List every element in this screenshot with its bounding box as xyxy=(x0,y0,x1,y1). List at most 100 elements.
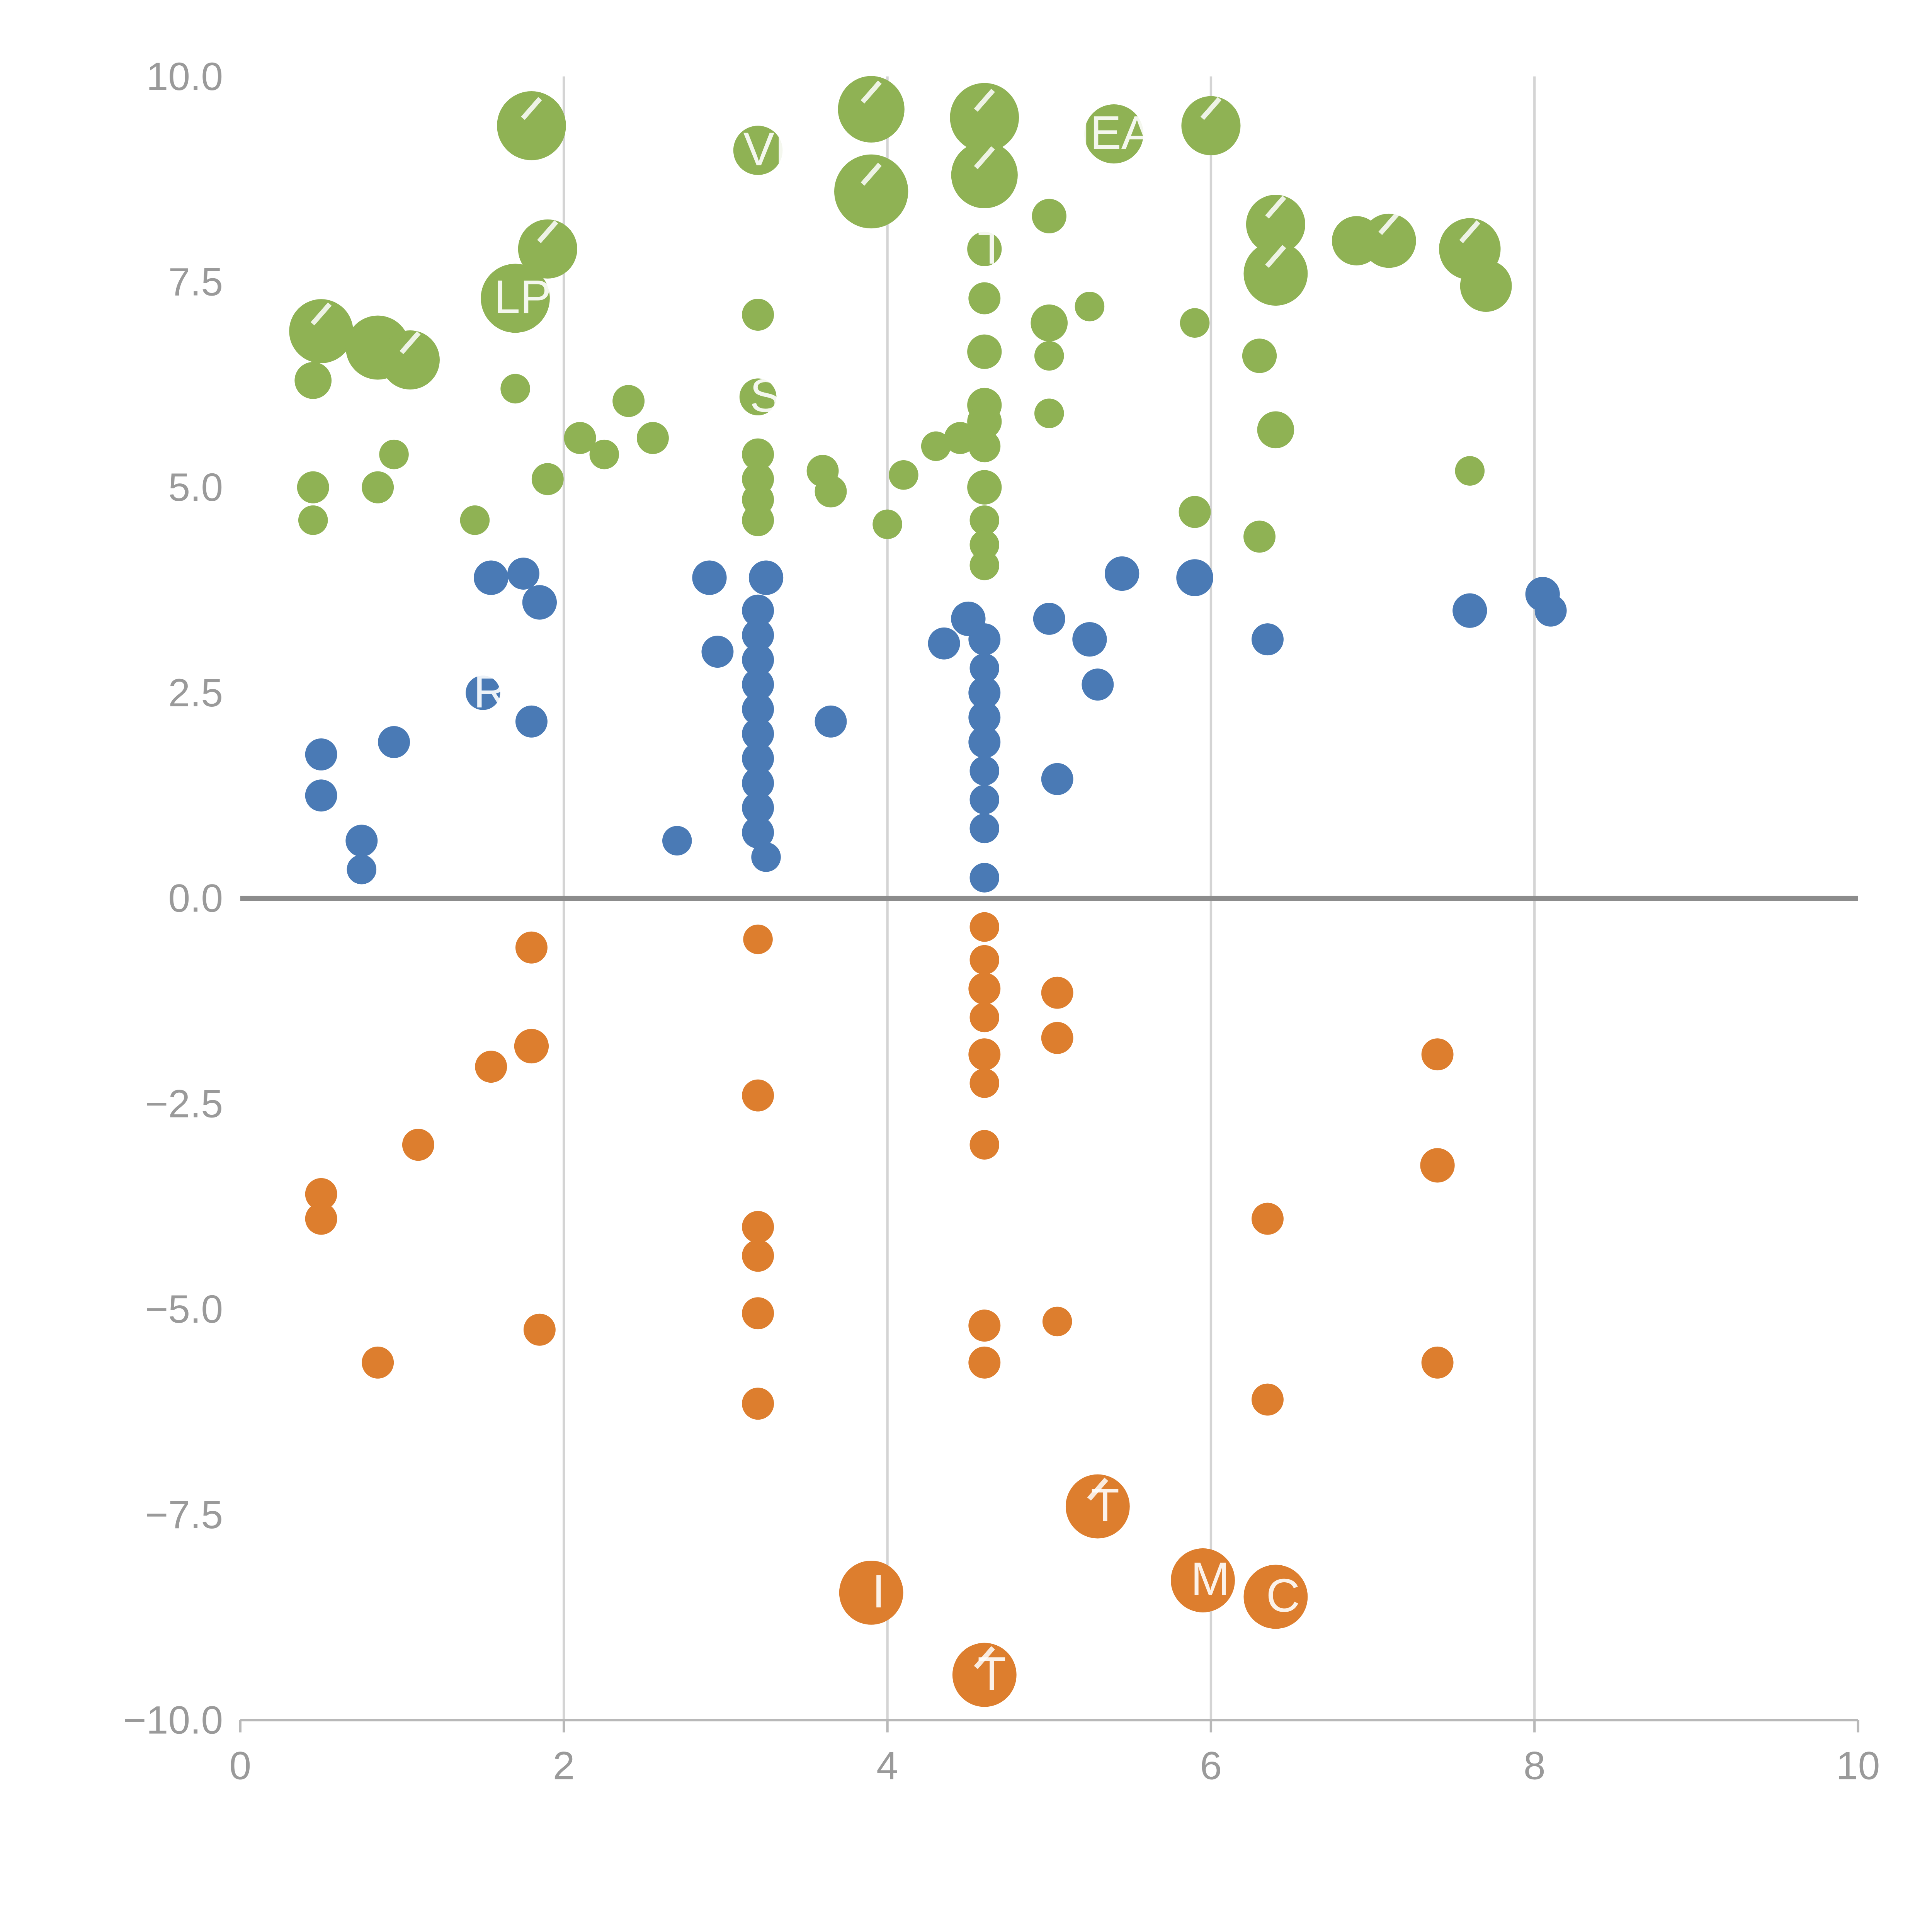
bubble xyxy=(402,1129,434,1161)
bubble xyxy=(460,505,490,535)
bubble xyxy=(1176,559,1213,596)
bubble xyxy=(507,558,539,590)
bubble xyxy=(466,675,500,710)
bubble xyxy=(969,813,1000,844)
bubble-label: VI xyxy=(743,122,787,175)
bubble-label-fragment xyxy=(521,97,542,120)
bubble xyxy=(1534,594,1567,627)
bubble-label: I xyxy=(872,1565,885,1617)
bubble xyxy=(872,509,902,539)
bubble xyxy=(1362,213,1416,268)
bubble xyxy=(742,1240,774,1272)
bubble xyxy=(739,378,777,416)
bubble xyxy=(1243,242,1308,306)
bubble xyxy=(969,863,1000,893)
y-axis: 10.0 7.5 5.0 2.5 0.0 −2.5 −5.0 −7.5 −10.0 xyxy=(123,54,223,1742)
bubble xyxy=(1452,593,1487,628)
bubble xyxy=(1421,1346,1454,1379)
bubble xyxy=(1072,622,1107,657)
bubble xyxy=(742,668,774,701)
bubble xyxy=(662,826,692,855)
bubble xyxy=(380,330,440,390)
bubble xyxy=(564,422,596,454)
bubble xyxy=(968,677,1001,709)
bubble-label-fragment xyxy=(1378,212,1400,235)
bubble-label-fragment xyxy=(861,80,882,104)
bubble xyxy=(1041,763,1073,795)
bubble xyxy=(968,282,1001,315)
y-tick-label-0.0: 0.0 xyxy=(168,876,223,920)
bubble xyxy=(969,505,1000,535)
bubble xyxy=(1034,341,1064,371)
bubble xyxy=(1455,456,1485,486)
bubble xyxy=(969,1130,1000,1160)
bubble xyxy=(839,1560,903,1625)
bubble xyxy=(743,924,773,954)
bubble xyxy=(589,439,619,469)
bubble xyxy=(1033,603,1065,635)
bubble xyxy=(968,973,1001,1005)
bubble xyxy=(969,1068,1000,1098)
bubble xyxy=(742,1079,774,1112)
bubble-label-fragment xyxy=(1265,196,1286,219)
bubble xyxy=(701,636,734,668)
x-axis: 0 2 4 6 8 10 xyxy=(229,1720,1880,1788)
bubble xyxy=(362,1346,394,1379)
bubble xyxy=(305,1202,337,1235)
bubble-label: LP xyxy=(494,270,551,323)
bubble xyxy=(378,726,410,758)
bubble xyxy=(742,767,774,799)
bubble xyxy=(742,693,774,725)
bubble xyxy=(815,475,847,508)
bubble xyxy=(514,1029,549,1064)
bubble xyxy=(968,623,1001,656)
bubble xyxy=(967,231,1002,266)
bubble xyxy=(969,785,1000,815)
bubble-label: R xyxy=(473,665,507,718)
bubble xyxy=(733,126,783,175)
x-tick-label-2: 2 xyxy=(553,1744,575,1788)
bubble xyxy=(1075,291,1105,321)
bubble-label-fragment xyxy=(861,163,882,186)
bubble xyxy=(968,726,1001,758)
series-blue: R xyxy=(305,556,1567,893)
bubble xyxy=(921,431,951,461)
bubble-label-fragment xyxy=(974,88,995,112)
bubble xyxy=(1180,308,1210,338)
bubble xyxy=(742,816,774,849)
bubble xyxy=(305,738,337,770)
bubble xyxy=(522,585,557,620)
bubble xyxy=(968,430,1001,463)
bubble-label-fragment xyxy=(974,1646,995,1669)
y-tick-label-−7.5: −7.5 xyxy=(145,1493,223,1537)
bubble xyxy=(305,779,337,812)
bubble xyxy=(1460,260,1512,312)
bubble xyxy=(692,560,727,595)
bubble xyxy=(969,550,1000,580)
bubble xyxy=(951,141,1018,209)
bubble xyxy=(297,471,329,503)
y-tick-label-10.0: 10.0 xyxy=(146,54,223,99)
bubble xyxy=(345,825,378,857)
bubble xyxy=(475,1051,507,1083)
bubble-label: T xyxy=(978,1647,1006,1700)
bubble xyxy=(889,460,918,490)
bubble-label: T xyxy=(978,221,1006,274)
bubble xyxy=(289,299,354,363)
bubble xyxy=(347,854,377,884)
bubble-label: NEAR xyxy=(1056,106,1187,159)
bubble xyxy=(1420,1148,1455,1183)
bubble xyxy=(294,362,332,399)
bubble xyxy=(1257,411,1294,449)
x-tick-label-10: 10 xyxy=(1836,1744,1880,1788)
bubble-label-fragment xyxy=(1459,220,1480,243)
bubble xyxy=(1243,520,1276,553)
bubble xyxy=(1082,668,1114,701)
bubble xyxy=(928,627,960,660)
bubble xyxy=(518,219,577,279)
bubble xyxy=(751,842,781,872)
bubble xyxy=(481,264,550,333)
bubble xyxy=(1242,338,1277,373)
bubble xyxy=(944,422,976,454)
